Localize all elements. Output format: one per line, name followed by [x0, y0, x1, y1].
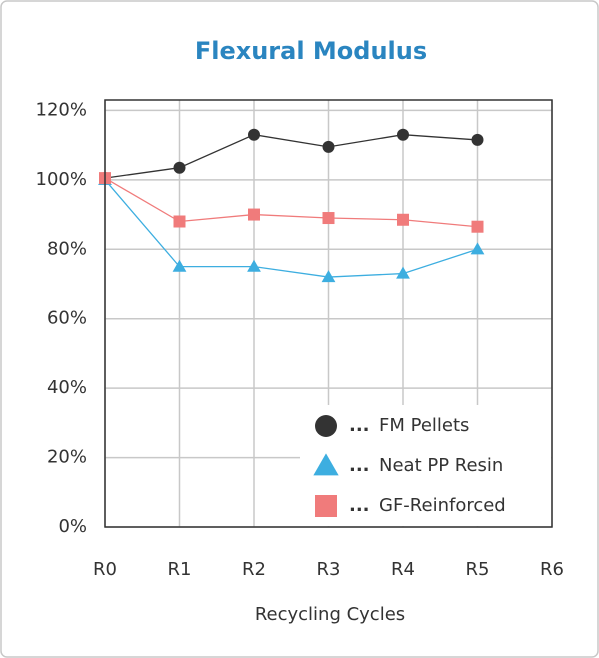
series-line — [104, 134, 478, 179]
x-tick-label: R0 — [93, 559, 117, 580]
x-tick-label: R4 — [391, 559, 415, 580]
y-tick-label: 40% — [47, 377, 87, 398]
legend-separator: ... — [349, 415, 370, 436]
marker — [397, 213, 409, 226]
x-tick-label: R2 — [242, 559, 266, 580]
marker — [471, 220, 484, 233]
marker — [172, 259, 187, 272]
marker — [248, 128, 260, 141]
marker — [322, 140, 335, 153]
chart-title: Flexural Modulus — [195, 37, 427, 65]
marker — [396, 266, 410, 279]
y-tick-label: 120% — [36, 99, 87, 120]
legend-label: Neat PP Resin — [379, 455, 503, 476]
marker — [322, 212, 335, 225]
y-tick-label: 60% — [47, 308, 87, 329]
marker — [173, 161, 186, 174]
y-tick-label: 100% — [36, 169, 87, 190]
x-tick-label: R1 — [168, 559, 192, 580]
legend-box — [300, 405, 551, 526]
x-tick-label: R6 — [540, 559, 564, 580]
legend: ... FM Pellets... Neat PP Resin... GF-Reinf… — [300, 405, 551, 526]
legend-label: GF-Reinforced — [379, 495, 506, 516]
series-line — [104, 179, 478, 278]
legend-separator: ... — [349, 495, 370, 516]
legend-separator: ... — [349, 455, 370, 476]
marker — [315, 495, 337, 517]
series-line — [104, 177, 478, 228]
plot-border — [104, 99, 553, 528]
marker — [247, 259, 261, 272]
marker — [173, 215, 186, 228]
x-tick-label: R3 — [317, 559, 341, 580]
marker — [248, 208, 260, 221]
marker — [315, 415, 337, 437]
marker — [471, 133, 484, 146]
x-tick-label: R5 — [466, 559, 490, 580]
marker — [397, 128, 409, 141]
y-tick-label: 0% — [58, 516, 87, 537]
marker — [470, 242, 485, 255]
legend-label: FM Pellets — [379, 415, 469, 436]
y-tick-label: 20% — [47, 447, 87, 468]
marker — [313, 453, 339, 476]
y-tick-label: 80% — [47, 238, 87, 259]
x-axis-title: Recycling Cycles — [255, 604, 405, 625]
marker — [321, 270, 336, 283]
